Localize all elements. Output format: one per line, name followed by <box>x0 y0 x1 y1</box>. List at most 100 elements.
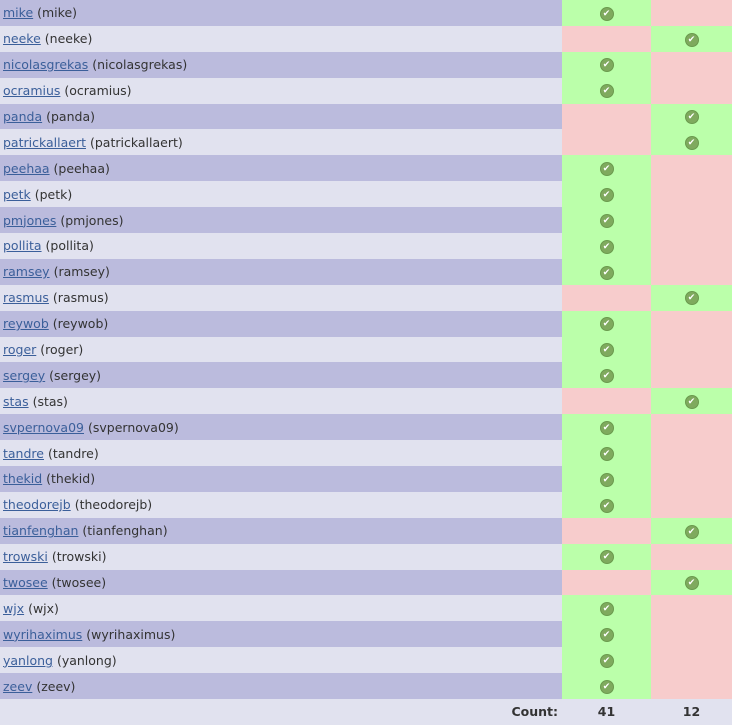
vote-no-cell <box>651 595 732 622</box>
voter-fullname: (thekid) <box>46 471 96 487</box>
vote-yes-cell <box>562 388 651 415</box>
vote-row: stas (stas) ✔ <box>0 388 732 415</box>
voter-cell: peehaa (peehaa) <box>0 155 562 182</box>
voter-fullname: (neeke) <box>44 31 93 47</box>
vote-yes-cell <box>562 25 651 52</box>
voter-link[interactable]: theodorejb <box>3 497 71 513</box>
voter-link[interactable]: wjx <box>3 600 25 616</box>
voter-cell: nicolasgrekas (nicolasgrekas) <box>0 51 562 78</box>
vote-row: theodorejb (theodorejb) ✔ <box>0 491 732 518</box>
vote-yes-cell: ✔ <box>562 310 651 337</box>
voter-link[interactable]: roger <box>3 342 37 358</box>
check-circle-icon: ✔ <box>684 524 699 539</box>
vote-row: tandre (tandre) ✔ <box>0 440 732 467</box>
voter-link[interactable]: tandre <box>3 445 44 461</box>
check-circle-icon: ✔ <box>599 239 614 254</box>
vote-no-cell: ✔ <box>651 103 732 130</box>
voter-cell: twosee (twosee) <box>0 569 562 596</box>
check-circle-icon: ✔ <box>684 136 699 151</box>
voter-fullname: (ocramius) <box>64 83 132 99</box>
check-circle-icon: ✔ <box>599 420 614 435</box>
voter-cell: tandre (tandre) <box>0 440 562 467</box>
voter-cell: wyrihaximus (wyrihaximus) <box>0 621 562 648</box>
voter-fullname: (pollita) <box>45 238 94 254</box>
voter-fullname: (yanlong) <box>56 652 117 668</box>
check-circle-icon: ✔ <box>599 653 614 668</box>
vote-row: pmjones (pmjones) ✔ <box>0 207 732 234</box>
voter-link[interactable]: petk <box>3 186 31 202</box>
voter-link[interactable]: zeev <box>3 678 33 694</box>
vote-no-cell: ✔ <box>651 25 732 52</box>
vote-row: mike (mike) ✔ <box>0 0 732 26</box>
voter-fullname: (ramsey) <box>53 264 110 280</box>
voter-link[interactable]: wyrihaximus <box>3 626 83 642</box>
voter-link[interactable]: peehaa <box>3 160 50 176</box>
check-circle-icon: ✔ <box>599 498 614 513</box>
voter-link[interactable]: stas <box>3 393 29 409</box>
voter-cell: patrickallaert (patrickallaert) <box>0 129 562 156</box>
vote-no-cell <box>651 673 732 700</box>
vote-yes-cell: ✔ <box>562 155 651 182</box>
vote-no-cell: ✔ <box>651 517 732 544</box>
vote-yes-cell: ✔ <box>562 181 651 208</box>
vote-no-cell: ✔ <box>651 569 732 596</box>
voter-fullname: (svpernova09) <box>87 419 179 435</box>
voter-link[interactable]: trowski <box>3 549 48 565</box>
voter-cell: ramsey (ramsey) <box>0 258 562 285</box>
voter-link[interactable]: reywob <box>3 316 49 332</box>
voter-cell: ocramius (ocramius) <box>0 77 562 104</box>
vote-no-cell <box>651 155 732 182</box>
vote-yes-cell: ✔ <box>562 673 651 700</box>
vote-row: yanlong (yanlong) ✔ <box>0 647 732 674</box>
vote-yes-cell: ✔ <box>562 207 651 234</box>
vote-row: petk (petk) ✔ <box>0 181 732 208</box>
voter-link[interactable]: ocramius <box>3 83 61 99</box>
voter-fullname: (petk) <box>34 186 73 202</box>
vote-yes-cell <box>562 284 651 311</box>
vote-no-cell <box>651 543 732 570</box>
voter-link[interactable]: pollita <box>3 238 42 254</box>
vote-yes-cell: ✔ <box>562 466 651 492</box>
voter-link[interactable]: mike <box>3 5 34 21</box>
voter-link[interactable]: tianfenghan <box>3 523 79 539</box>
vote-row: pollita (pollita) ✔ <box>0 233 732 259</box>
check-circle-icon: ✔ <box>599 6 614 21</box>
voter-cell: thekid (thekid) <box>0 466 562 492</box>
vote-yes-cell: ✔ <box>562 258 651 285</box>
check-circle-icon: ✔ <box>684 576 699 591</box>
vote-no-cell: ✔ <box>651 129 732 156</box>
voter-link[interactable]: rasmus <box>3 290 49 306</box>
vote-yes-cell: ✔ <box>562 336 651 363</box>
voter-link[interactable]: patrickallaert <box>3 134 86 150</box>
voter-cell: stas (stas) <box>0 388 562 415</box>
vote-row: neeke (neeke) ✔ <box>0 25 732 52</box>
voter-link[interactable]: thekid <box>3 471 43 487</box>
vote-no-cell: ✔ <box>651 284 732 311</box>
check-circle-icon: ✔ <box>599 187 614 202</box>
check-circle-icon: ✔ <box>684 110 699 125</box>
check-circle-icon: ✔ <box>599 550 614 565</box>
vote-no-cell: ✔ <box>651 388 732 415</box>
vote-no-cell <box>651 258 732 285</box>
vote-no-cell <box>651 466 732 492</box>
voter-link[interactable]: panda <box>3 109 43 124</box>
voter-link[interactable]: twosee <box>3 575 48 591</box>
check-circle-icon: ✔ <box>599 162 614 177</box>
voter-cell: wjx (wjx) <box>0 595 562 622</box>
voter-link[interactable]: svpernova09 <box>3 419 84 435</box>
voter-link[interactable]: neeke <box>3 31 41 47</box>
count-no: 12 <box>651 699 732 725</box>
vote-yes-cell: ✔ <box>562 414 651 441</box>
voter-link[interactable]: pmjones <box>3 212 57 228</box>
vote-row: peehaa (peehaa) ✔ <box>0 155 732 182</box>
voter-link[interactable]: ramsey <box>3 264 50 280</box>
voter-fullname: (trowski) <box>51 549 107 565</box>
voter-fullname: (wjx) <box>28 600 59 616</box>
voter-fullname: (pmjones) <box>60 212 124 228</box>
voter-cell: tianfenghan (tianfenghan) <box>0 517 562 544</box>
voter-link[interactable]: yanlong <box>3 652 53 668</box>
voter-link[interactable]: nicolasgrekas <box>3 57 89 73</box>
voter-link[interactable]: sergey <box>3 367 46 383</box>
voter-fullname: (patrickallaert) <box>89 134 183 150</box>
voter-fullname: (reywob) <box>52 316 109 332</box>
